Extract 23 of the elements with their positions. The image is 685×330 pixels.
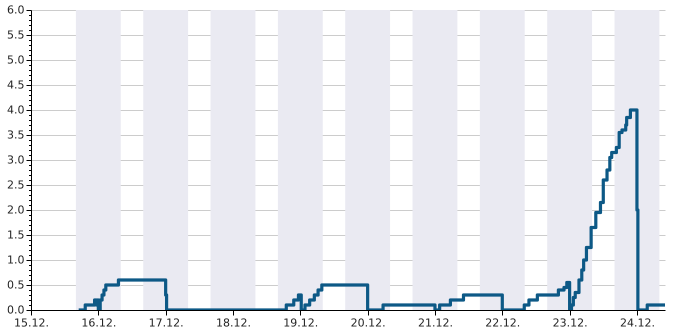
y-tick-label: 3.0	[7, 154, 24, 166]
x-tick-label: 16.12.	[81, 316, 116, 330]
x-tick-label: 21.12.	[418, 316, 453, 330]
x-tick-label: 17.12.	[148, 316, 184, 330]
x-tick-label: 15.12.	[14, 316, 49, 330]
y-tick-label: 1.5	[7, 228, 24, 242]
y-tick-label: 6.0	[7, 4, 24, 16]
y-tick-label: 2.5	[7, 178, 24, 192]
y-tick-label: 1.0	[7, 254, 24, 266]
y-tick-label: 0.5	[7, 278, 24, 292]
y-tick-label: 4.5	[7, 78, 24, 92]
x-tick-label: 23.12.	[552, 316, 588, 330]
x-tick-label: 18.12.	[216, 316, 251, 330]
y-tick-label: 3.5	[7, 128, 24, 142]
y-tick-label: 5.0	[7, 54, 24, 66]
x-tick-label: 24.12.	[620, 316, 655, 330]
x-tick-label: 19.12.	[283, 316, 318, 330]
y-tick-label: 4.0	[7, 104, 24, 116]
y-tick-label: 5.5	[7, 28, 24, 42]
y-tick-label: 2.0	[7, 204, 24, 216]
x-tick-label: 22.12.	[485, 316, 520, 330]
y-tick-label: 0.0	[7, 304, 24, 316]
x-tick-label: 20.12.	[350, 316, 386, 330]
